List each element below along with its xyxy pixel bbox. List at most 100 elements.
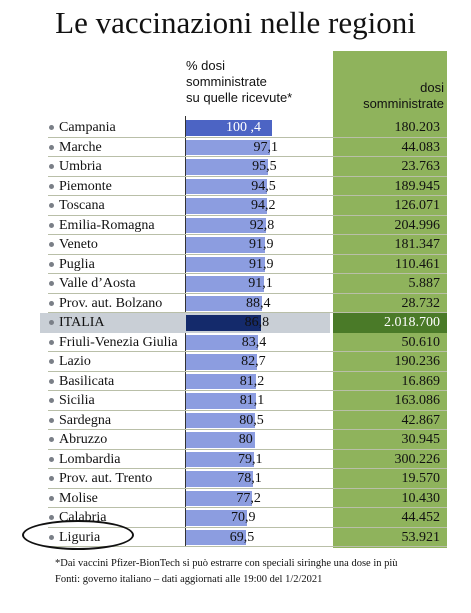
row-separator [48,487,447,489]
doses-value: 126.071 [394,198,441,213]
region-label: Toscana [59,198,105,213]
row-separator [48,273,447,274]
table-row-italia: ITALIA 86,8 2.018.700 [0,313,471,333]
region-label: Puglia [59,256,95,272]
bullet-icon [49,339,54,345]
pct-value: 97,1 [253,139,279,155]
pct-value: 70,9 [231,510,256,525]
pct-bar [186,237,265,253]
pct-value: 81,1 [239,393,265,408]
bullet-icon [49,144,54,150]
bullet-icon [49,281,54,286]
table-row: Valle d’Aosta 91,1 5.887 [0,274,471,294]
doses-value: 42.867 [401,412,441,428]
doses-value: 10.430 [401,490,441,506]
pct-bar [186,354,258,370]
table-row: Friuli-Venezia Giulia 83,4 50.610 [0,333,471,352]
doses-value: 190.236 [394,354,441,369]
doses-column-header: dosi somministrate [336,80,444,112]
bullet-icon [49,320,54,325]
pct-bar [186,373,256,389]
table-row: Emilia-Romagna 92,8 204.996 [0,216,471,235]
bullet-icon [49,456,54,462]
doses-value: 300.226 [394,451,441,467]
doses-value: 204.996 [394,217,441,233]
pct-value: 91,1 [248,276,273,291]
pct-value: 91,9 [249,256,274,272]
footnote: *Dai vaccini Pfizer-BionTech si può estr… [55,558,398,569]
row-separator [48,390,447,391]
doses-value: 2.018.700 [384,315,440,330]
pct-header-line: su quelle ricevute* [186,90,293,105]
bullet-icon [49,417,54,423]
pct-value: 83,4 [241,334,267,350]
row-separator [48,507,447,508]
pct-bar [186,178,268,194]
bullet-icon [49,359,54,364]
table-row: Lazio 82,7 190.236 [0,352,471,372]
pct-bar [186,334,258,350]
table-row: Marche 97,1 44.083 [0,138,471,157]
pct-bar [186,490,253,506]
doses-value: 163.086 [394,393,441,408]
bullet-icon [49,164,54,169]
row-separator [48,429,447,430]
table-row: Piemonte 94,5 189.945 [0,177,471,196]
table-row: Sardegna 80,5 42.867 [0,411,471,430]
region-label: Sardegna [59,412,112,428]
region-label: Sicilia [59,393,95,408]
table-row: Basilicata 81,2 16.869 [0,372,471,391]
pct-value: 79,1 [238,451,263,467]
region-label: Veneto [59,237,98,252]
bullet-icon [49,261,54,267]
pct-bar [186,471,254,487]
doses-column-background [333,51,447,548]
row-separator [48,175,447,177]
region-label: Valle d’Aosta [59,276,136,291]
doses-value: 180.203 [394,120,441,135]
pct-bar [186,120,273,136]
bullet-icon [49,222,54,228]
doses-header-line: somministrate [363,96,444,111]
bullet-icon [49,515,54,520]
region-label: Marche [59,139,102,155]
pct-value: 77,2 [236,490,261,506]
row-separator [48,351,447,352]
italia-doses-highlight [333,313,447,333]
bullet-icon [49,437,54,442]
doses-value: 44.452 [401,510,441,525]
table-row: Umbria 95,5 23.763 [0,157,471,177]
pct-value: 94,5 [251,178,276,194]
region-label: Lazio [59,354,91,369]
bullet-icon [49,398,54,403]
doses-value: 44.083 [401,139,441,155]
bullet-icon [49,125,54,130]
pct-value: 80,5 [239,412,264,428]
region-label: Campania [59,120,116,135]
bullet-icon [49,183,54,189]
table-row: Calabria 70,9 44.452 [0,508,471,528]
table-row: Prov. aut. Trento 78,1 19.570 [0,469,471,489]
pct-value: 86,8 [244,315,270,330]
doses-value: 5.887 [408,276,441,291]
bullet-icon [49,203,54,208]
region-label: Abruzzo [59,432,108,447]
row-separator [48,234,447,235]
row-separator [48,526,447,528]
row-separator [48,468,447,469]
pct-bar [186,510,247,526]
pct-value: 69,5 [229,529,255,545]
region-label: Piemonte [59,178,112,194]
pct-bar [186,315,261,331]
table-row: Molise 77,2 10.430 [0,489,471,508]
table-row: Abruzzo 80 30.945 [0,430,471,450]
pct-bar [186,198,267,214]
region-label: Friuli-Venezia Giulia [59,334,178,350]
pct-bar [186,295,262,311]
row-separator [48,156,447,157]
chart-title: Le vaccinazioni nelle regioni [55,5,416,40]
row-separator [48,546,447,547]
pct-value: 94,2 [251,198,276,213]
table-row: Prov. aut. Bolzano 88,4 28.732 [0,294,471,313]
row-separator [48,312,447,313]
